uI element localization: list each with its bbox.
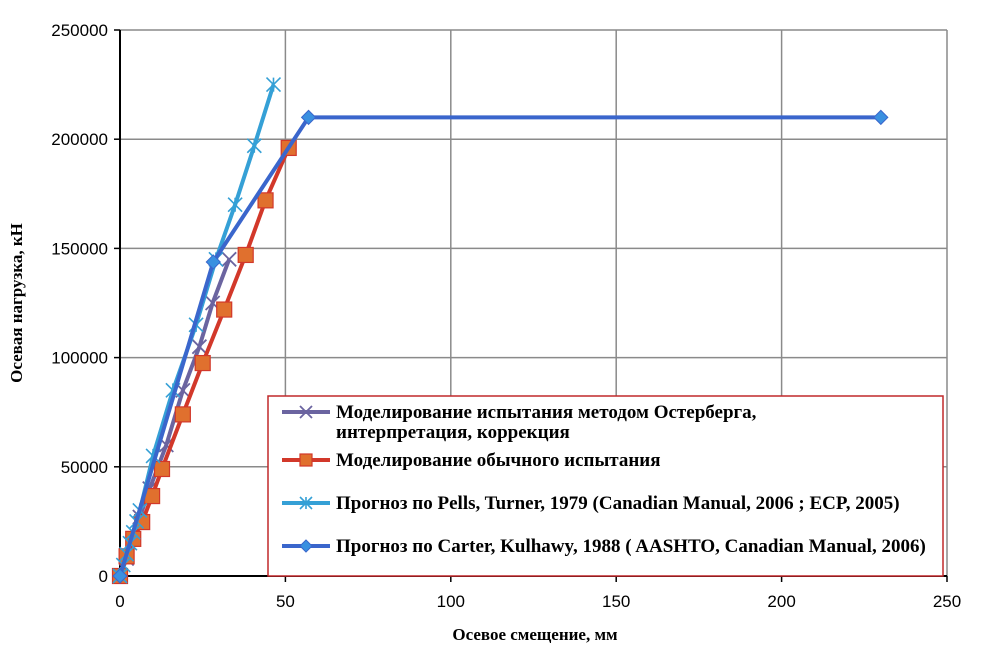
- y-tick-label: 250000: [51, 21, 108, 40]
- legend-entry-3: Прогноз по Carter, Kulhawy, 1988 ( AASHT…: [282, 536, 926, 557]
- series-layer: [111, 77, 889, 585]
- legend-entry-0: Моделирование испытания методом Остербер…: [282, 402, 757, 443]
- legend: Моделирование испытания методом Остербер…: [267, 395, 944, 577]
- star-marker: [299, 496, 313, 510]
- y-tick-label: 50000: [61, 458, 108, 477]
- square-marker: [299, 453, 313, 467]
- square-marker: [153, 460, 171, 478]
- y-tick-label: 150000: [51, 239, 108, 258]
- x-marker: [299, 405, 313, 419]
- square-marker: [216, 301, 233, 318]
- square-marker: [194, 354, 211, 372]
- y-tick-label: 100000: [51, 349, 108, 368]
- square-marker: [257, 192, 274, 209]
- x-marker: [221, 251, 237, 267]
- diamond-marker: [873, 109, 889, 126]
- x-tick-label: 150: [602, 592, 630, 611]
- square-marker: [237, 246, 254, 264]
- y-axis-label: Осевая нагрузка, кН: [7, 223, 26, 383]
- legend-label: Прогноз по Carter, Kulhawy, 1988 ( AASHT…: [336, 536, 926, 557]
- square-marker: [174, 406, 191, 423]
- diamond-marker: [300, 109, 317, 126]
- y-tick-label: 200000: [51, 130, 108, 149]
- x-tick-label: 250: [933, 592, 961, 611]
- legend-entry-2: Прогноз по Pells, Turner, 1979 (Canadian…: [282, 493, 900, 514]
- legend-label: интерпретация, коррекция: [336, 422, 570, 443]
- star-marker: [246, 138, 262, 154]
- legend-box: [267, 395, 944, 577]
- tick-labels: 0 50000 100000 150000 200000 250000 0 50 100 150 2…: [51, 21, 961, 611]
- series-2: [112, 77, 282, 584]
- x-tick-label: 50: [276, 592, 295, 611]
- diamond-marker: [299, 539, 313, 553]
- diamond-marker: [112, 568, 128, 584]
- legend-label: Моделирование испытания методом Остербер…: [336, 402, 757, 423]
- x-axis-label: Осевое смещение, мм: [452, 625, 618, 644]
- series-line: [118, 115, 881, 577]
- legend-label: Прогноз по Pells, Turner, 1979 (Canadian…: [336, 493, 900, 514]
- star-marker: [227, 197, 243, 213]
- x-marker: [191, 339, 208, 355]
- diamond-marker: [205, 254, 221, 270]
- series-3: [112, 109, 889, 584]
- x-tick-label: 100: [437, 592, 465, 611]
- x-tick-label: 0: [115, 592, 124, 611]
- legend-entry-1: Моделирование обычного испытания: [282, 450, 661, 471]
- x-tick-label: 200: [767, 592, 795, 611]
- y-tick-label: 0: [99, 567, 108, 586]
- star-marker: [265, 77, 282, 93]
- legend-label: Моделирование обычного испытания: [336, 450, 661, 471]
